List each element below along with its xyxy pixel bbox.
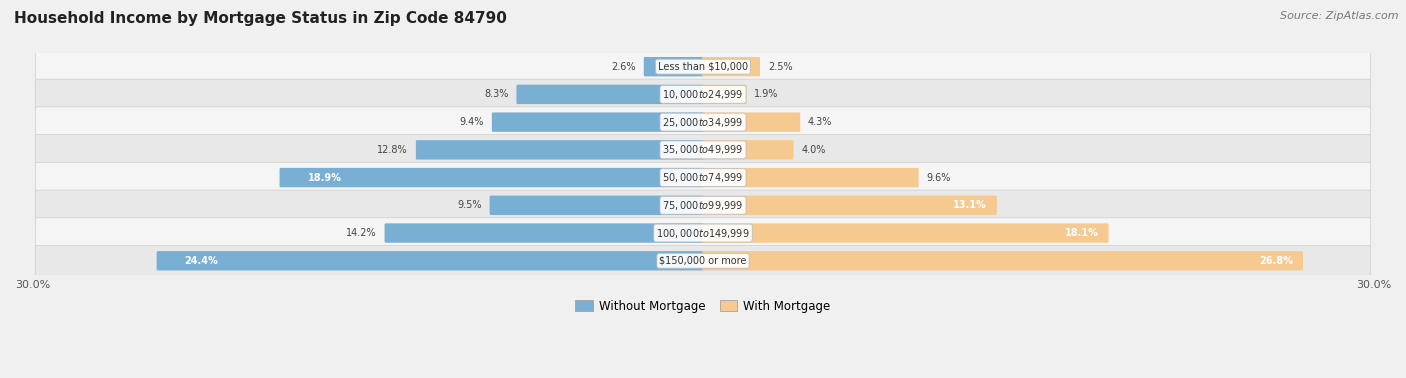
Text: 18.9%: 18.9%: [308, 173, 342, 183]
FancyBboxPatch shape: [489, 195, 704, 215]
Text: 9.5%: 9.5%: [457, 200, 482, 210]
FancyBboxPatch shape: [702, 85, 747, 104]
FancyBboxPatch shape: [702, 195, 997, 215]
Text: $50,000 to $74,999: $50,000 to $74,999: [662, 171, 744, 184]
Text: 12.8%: 12.8%: [377, 145, 408, 155]
Text: 14.2%: 14.2%: [346, 228, 377, 238]
FancyBboxPatch shape: [416, 140, 704, 160]
FancyBboxPatch shape: [35, 51, 1371, 82]
FancyBboxPatch shape: [516, 85, 704, 104]
Text: 26.8%: 26.8%: [1258, 256, 1294, 266]
FancyBboxPatch shape: [35, 218, 1371, 248]
FancyBboxPatch shape: [35, 107, 1371, 137]
Text: 4.3%: 4.3%: [808, 117, 832, 127]
Text: 4.0%: 4.0%: [801, 145, 825, 155]
FancyBboxPatch shape: [385, 223, 704, 243]
FancyBboxPatch shape: [644, 57, 704, 76]
FancyBboxPatch shape: [492, 112, 704, 132]
Legend: Without Mortgage, With Mortgage: Without Mortgage, With Mortgage: [571, 295, 835, 318]
Text: Source: ZipAtlas.com: Source: ZipAtlas.com: [1281, 11, 1399, 21]
FancyBboxPatch shape: [702, 251, 1303, 271]
Text: $150,000 or more: $150,000 or more: [659, 256, 747, 266]
Text: $75,000 to $99,999: $75,000 to $99,999: [662, 199, 744, 212]
FancyBboxPatch shape: [702, 168, 918, 187]
Text: 9.6%: 9.6%: [927, 173, 950, 183]
Text: 2.5%: 2.5%: [768, 62, 793, 72]
FancyBboxPatch shape: [35, 190, 1371, 220]
Text: 1.9%: 1.9%: [755, 89, 779, 99]
Text: $100,000 to $149,999: $100,000 to $149,999: [657, 226, 749, 240]
FancyBboxPatch shape: [35, 162, 1371, 193]
Text: $35,000 to $49,999: $35,000 to $49,999: [662, 143, 744, 156]
Text: 8.3%: 8.3%: [484, 89, 509, 99]
FancyBboxPatch shape: [35, 135, 1371, 165]
Text: Less than $10,000: Less than $10,000: [658, 62, 748, 72]
Text: 24.4%: 24.4%: [184, 256, 218, 266]
FancyBboxPatch shape: [35, 246, 1371, 276]
FancyBboxPatch shape: [156, 251, 704, 271]
FancyBboxPatch shape: [702, 57, 761, 76]
Text: 13.1%: 13.1%: [953, 200, 987, 210]
FancyBboxPatch shape: [702, 223, 1108, 243]
FancyBboxPatch shape: [702, 112, 800, 132]
Text: 2.6%: 2.6%: [612, 62, 636, 72]
FancyBboxPatch shape: [280, 168, 704, 187]
Text: 9.4%: 9.4%: [460, 117, 484, 127]
Text: $10,000 to $24,999: $10,000 to $24,999: [662, 88, 744, 101]
Text: $25,000 to $34,999: $25,000 to $34,999: [662, 116, 744, 129]
Text: Household Income by Mortgage Status in Zip Code 84790: Household Income by Mortgage Status in Z…: [14, 11, 508, 26]
Text: 18.1%: 18.1%: [1064, 228, 1098, 238]
FancyBboxPatch shape: [35, 79, 1371, 110]
FancyBboxPatch shape: [702, 140, 793, 160]
